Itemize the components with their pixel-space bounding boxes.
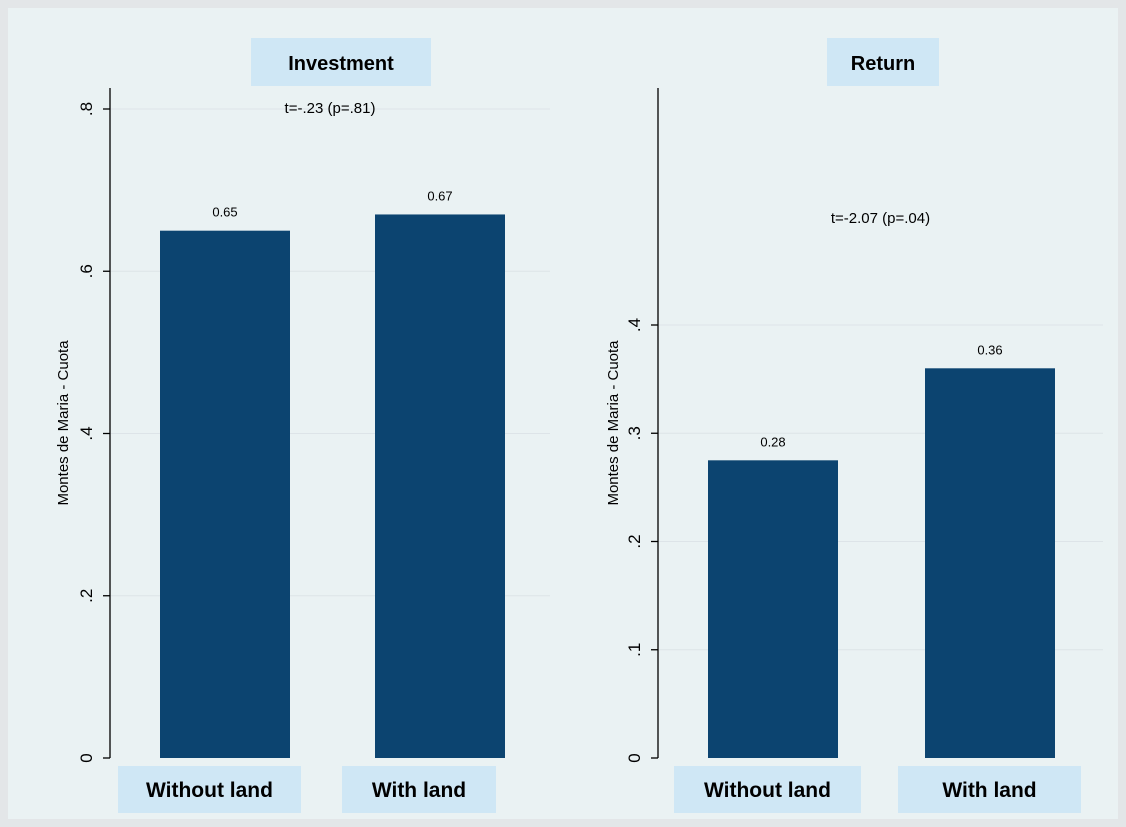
chart-title: Return: [851, 53, 915, 75]
chart-title: Investment: [288, 53, 394, 75]
category-label-box: [342, 766, 496, 813]
y-axis-label: Montes de Maria - Cuota: [605, 340, 622, 506]
category-label: Without land: [146, 779, 273, 802]
chart-figure: Investment 0 .2 .4 .6 .8 Montes de Maria - Cuo…: [8, 8, 1118, 819]
bar: [925, 368, 1055, 758]
bar: [160, 230, 290, 758]
y-tick-label: 0: [625, 753, 644, 762]
chart-panel-investment: Investment 0 .2 .4 .6 .8 Montes de Maria - Cuo…: [55, 38, 550, 813]
category-label-box: [674, 766, 861, 813]
y-tick-label: .4: [625, 318, 644, 332]
test-statistic-annotation: t=-2.07 (p=.04): [831, 210, 930, 227]
y-tick-label: .4: [77, 426, 96, 440]
chart-title-box: [251, 38, 431, 86]
y-axis-label: Montes de Maria - Cuota: [55, 340, 72, 506]
bar-value-label: 0.65: [212, 205, 237, 220]
chart-title-box: [827, 38, 939, 86]
category-label: With land: [942, 779, 1036, 802]
y-tick-label: .2: [625, 534, 644, 548]
bar-value-label: 0.67: [427, 188, 452, 203]
y-tick-label: 0: [77, 753, 96, 762]
bar-value-label: 0.36: [977, 342, 1002, 357]
y-tick-label: .6: [77, 264, 96, 278]
bar: [708, 460, 838, 758]
bar-charts-svg: Investment 0 .2 .4 .6 .8 Montes de Maria - Cuo…: [55, 38, 1103, 813]
bar: [375, 214, 505, 758]
y-tick-label: .1: [625, 643, 644, 657]
category-label: With land: [372, 779, 466, 802]
test-statistic-annotation: t=-.23 (p=.81): [285, 100, 376, 117]
y-tick-label: .2: [77, 589, 96, 603]
bar-value-label: 0.28: [760, 434, 785, 449]
category-label-box: [118, 766, 301, 813]
category-label: Without land: [704, 779, 831, 802]
category-label-box: [898, 766, 1081, 813]
y-tick-label: .3: [625, 426, 644, 440]
y-tick-label: .8: [77, 102, 96, 116]
